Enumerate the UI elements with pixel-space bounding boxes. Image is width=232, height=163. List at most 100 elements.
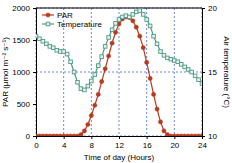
marker [158,120,162,124]
tick-label: 20 [208,4,217,13]
legend-label: Temperature [57,20,102,29]
marker [114,22,118,26]
tick-label: 4 [62,141,67,150]
tick-mark [91,136,92,139]
tick-mark [174,136,175,139]
tick: 10 [202,132,217,141]
tick: 1000 [12,68,36,77]
axis-line [203,9,206,137]
tick: 12 [115,136,124,150]
marker [89,113,93,117]
marker [138,34,142,38]
tick-label: 16 [143,141,152,150]
y-axis: 0 500 1000 1500 2000 [12,4,36,141]
tick: 24 [198,136,207,150]
tick-mark [202,8,205,9]
tick: 4 [62,136,67,150]
marker [103,67,107,71]
tick-mark [33,72,36,73]
tick-label: 15 [208,68,217,77]
tick-mark [33,8,36,9]
marker [162,129,166,133]
grid-line [146,8,147,136]
marker [193,74,197,78]
legend: PARTemperature [42,11,102,29]
marker [151,92,155,96]
marker [145,18,149,22]
y2-axis: 10 15 20 [202,4,217,141]
tick-label: 10 [208,132,217,141]
marker [145,60,149,64]
tick-mark [64,136,65,139]
marker [155,107,159,111]
tick: 8 [90,136,95,150]
tick: 20 [202,4,217,13]
tick-mark [202,72,205,73]
grid-line [36,8,202,9]
marker [93,73,97,77]
tick-label: 1500 [12,36,30,45]
tick: 20 [170,136,179,150]
tick-label: 8 [90,141,95,150]
marker [107,54,111,58]
tick-mark [147,136,148,139]
plot: 048121620240500100015002000101520Time of… [1,4,231,162]
marker [148,76,152,80]
axis-line [33,9,37,137]
tick-label: 24 [198,141,207,150]
marker [141,13,145,17]
tick: 0 [26,132,36,141]
tick-mark [33,40,36,41]
marker [100,80,104,84]
series-line [36,11,202,90]
marker [86,84,90,88]
tick: 1500 [12,36,36,45]
legend-marker [46,22,50,26]
marker [197,78,201,82]
marker [190,70,194,74]
marker [93,103,97,107]
legend-label: PAR [57,11,73,20]
series-line [36,17,202,136]
tick-label: 500 [17,100,31,109]
marks [36,9,202,136]
tick: 500 [17,100,36,109]
marker [110,28,114,32]
marker [155,42,159,46]
frame [36,8,202,9]
grid [36,8,202,136]
y2-axis-title: Air temperature (°C) [222,36,231,108]
marker [96,64,100,68]
marker [72,70,76,74]
marker [82,129,86,133]
marker [131,19,135,23]
tick-mark [202,136,205,137]
y-axis-title: PAR (µmol m⁻² s⁻¹) [1,37,10,107]
marker [103,45,107,49]
axis-line [37,137,203,140]
marker [200,82,202,86]
marker [65,52,69,56]
marker [90,79,94,83]
chart: 048121620240500100015002000101520Time of… [0,0,232,163]
marker [134,25,138,29]
marker [79,133,83,136]
marker [96,92,100,96]
marker [141,46,145,50]
tick: 16 [143,136,152,150]
marker [86,122,90,126]
marker [83,88,87,92]
marker [159,50,163,54]
marker [138,9,142,13]
tick-mark [33,104,36,105]
tick-label: 1000 [12,68,30,77]
marker [200,134,202,136]
marker [107,36,111,40]
legend-marker [46,13,50,17]
tick: 0 [34,136,39,150]
tick-mark [119,136,120,139]
marker [69,60,73,64]
tick: 2000 [12,4,36,13]
x-axis: 0 4 8 12 16 20 24 [34,136,207,150]
tick-label: 20 [170,141,179,150]
